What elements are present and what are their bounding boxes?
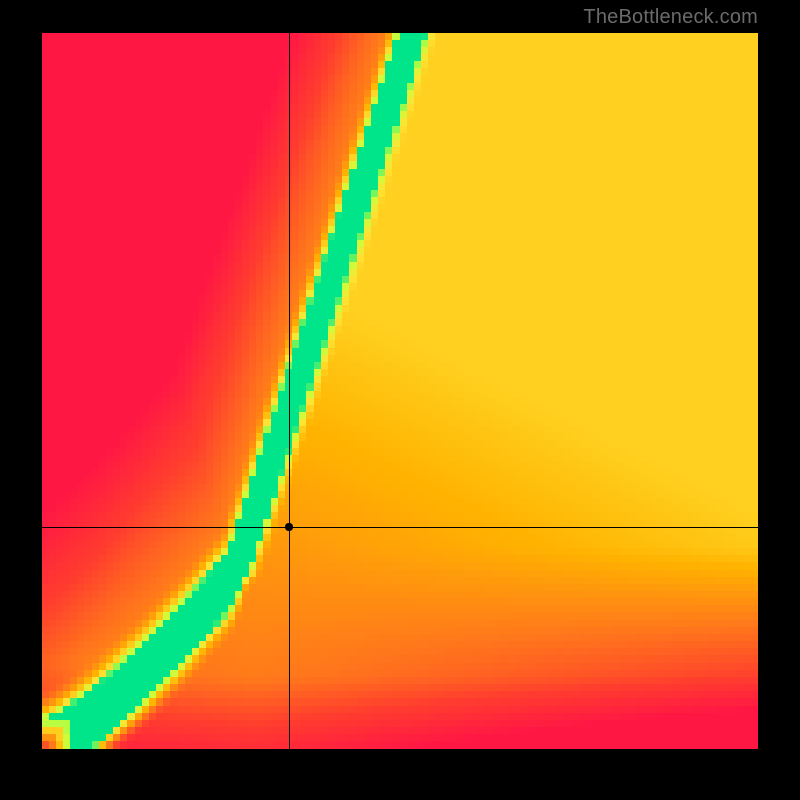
watermark-text: TheBottleneck.com [583, 6, 758, 29]
bottleneck-heatmap [42, 33, 758, 749]
